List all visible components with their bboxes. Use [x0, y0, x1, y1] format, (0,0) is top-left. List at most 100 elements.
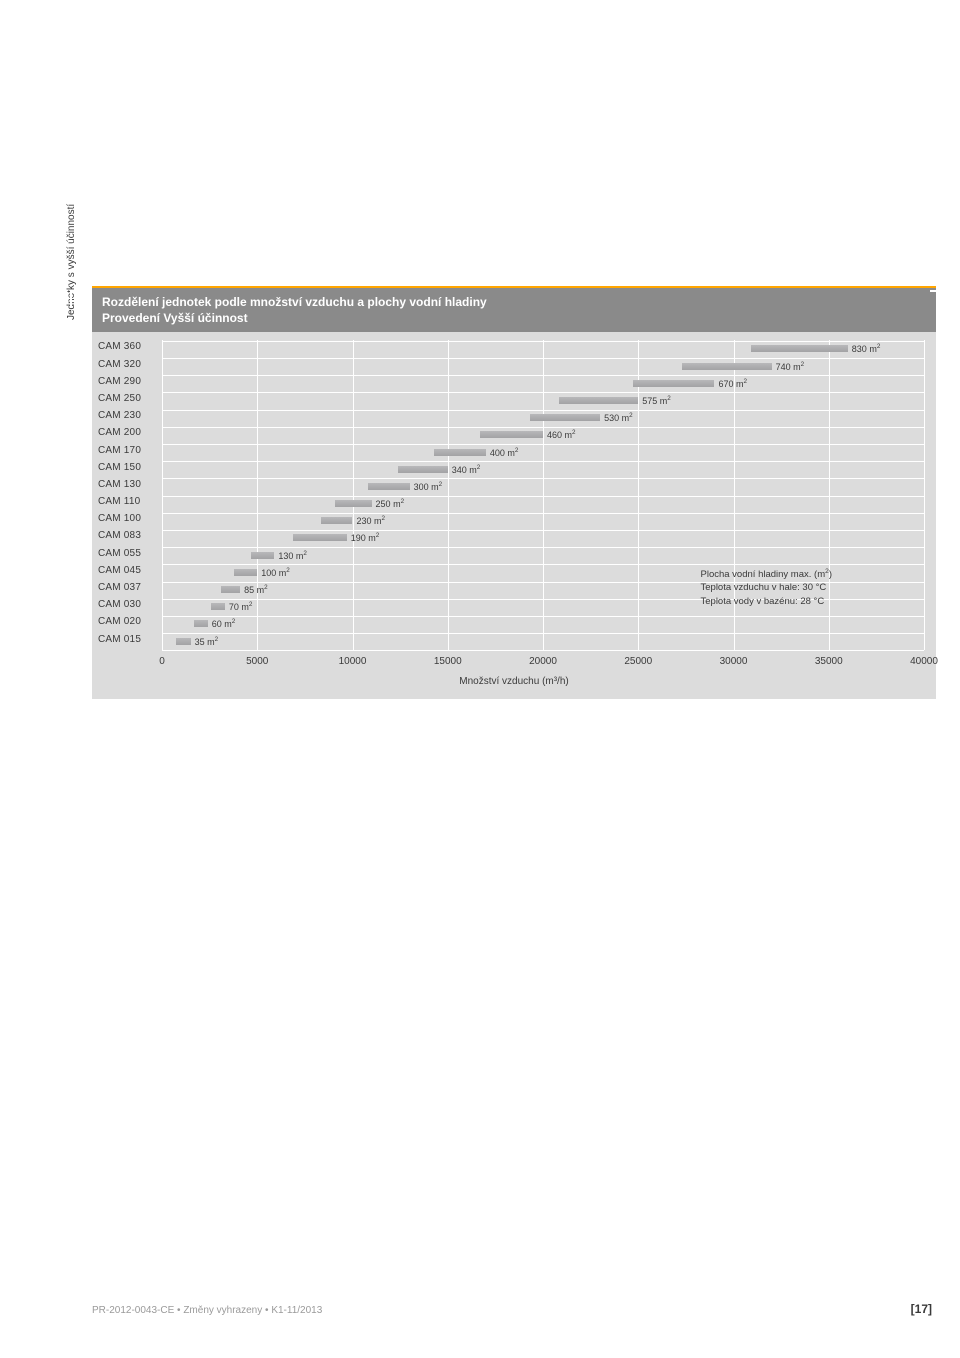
bar: [559, 397, 638, 404]
bar: [368, 483, 410, 490]
row-separator: [162, 410, 924, 411]
plot-area: CAM 360830 m2CAM 320740 m2CAM 290670 m2C…: [98, 340, 930, 676]
row-separator: [162, 341, 924, 342]
bar: [194, 620, 207, 627]
bar: [751, 345, 848, 352]
page: Jednotky s vyšší účinností Rozdělení jed…: [0, 0, 960, 1358]
bar-value-label: 530 m2: [604, 412, 633, 423]
bar-row: CAM 290670 m2: [162, 375, 924, 392]
bar-row: CAM 100230 m2: [162, 512, 924, 529]
bar-row: CAM 01535 m2: [162, 633, 924, 650]
bar: [335, 500, 371, 507]
legend: Plocha vodní hladiny max. (m2)Teplota vz…: [701, 567, 833, 608]
row-label: CAM 130: [98, 479, 158, 490]
row-label: CAM 290: [98, 376, 158, 387]
row-label: CAM 230: [98, 410, 158, 421]
bar-row: CAM 055130 m2: [162, 547, 924, 564]
row-label: CAM 150: [98, 462, 158, 473]
row-label: CAM 100: [98, 513, 158, 524]
xtick: 0: [159, 656, 165, 667]
bar: [176, 638, 190, 645]
row-separator: [162, 427, 924, 428]
bar-row: CAM 150340 m2: [162, 461, 924, 478]
row-separator: [162, 375, 924, 376]
chart-title-line2: Provedení Vyšší účinnost: [102, 310, 926, 326]
legend-line: Teplota vody v bazénu: 28 °C: [701, 595, 833, 608]
bar-value-label: 230 m2: [357, 515, 386, 526]
xtick: 15000: [434, 656, 462, 667]
bar-value-label: 460 m2: [547, 429, 576, 440]
bar: [530, 414, 600, 421]
row-label: CAM 020: [98, 616, 158, 627]
row-separator: [162, 478, 924, 479]
row-separator: [162, 392, 924, 393]
legend-line: Teplota vzduchu v hale: 30 °C: [701, 581, 833, 594]
bar-value-label: 60 m2: [212, 618, 236, 629]
bar-value-label: 300 m2: [414, 481, 443, 492]
bar: [434, 449, 485, 456]
row-label: CAM 055: [98, 548, 158, 559]
row-label: CAM 030: [98, 599, 158, 610]
bar: [221, 586, 240, 593]
corner-mark-bl: [70, 687, 86, 703]
bar-value-label: 400 m2: [490, 447, 519, 458]
bar-row: CAM 230530 m2: [162, 409, 924, 426]
row-separator: [162, 633, 924, 634]
row-separator: [162, 616, 924, 617]
xtick: 10000: [339, 656, 367, 667]
row-label: CAM 250: [98, 393, 158, 404]
row-separator: [162, 444, 924, 445]
xtick: 40000: [910, 656, 938, 667]
row-separator: [162, 496, 924, 497]
bar-row: CAM 360830 m2: [162, 340, 924, 357]
row-label: CAM 170: [98, 445, 158, 456]
row-separator: [162, 564, 924, 565]
row-label: CAM 015: [98, 634, 158, 645]
corner-mark-tr: [930, 290, 946, 306]
bar-row: CAM 130300 m2: [162, 478, 924, 495]
corner-mark-tl: [70, 290, 86, 306]
bars-container: CAM 360830 m2CAM 320740 m2CAM 290670 m2C…: [162, 340, 924, 650]
xtick: 25000: [624, 656, 652, 667]
gridline: [924, 340, 925, 650]
bar: [321, 517, 352, 524]
legend-line: Plocha vodní hladiny max. (m2): [701, 567, 833, 581]
bar-row: CAM 110250 m2: [162, 495, 924, 512]
x-axis-label: Množství vzduchu (m³/h): [98, 676, 930, 687]
bar-value-label: 575 m2: [642, 395, 671, 406]
bar: [633, 380, 715, 387]
row-separator: [162, 461, 924, 462]
bar-value-label: 670 m2: [718, 378, 747, 389]
bar-row: CAM 170400 m2: [162, 444, 924, 461]
bar-row: CAM 083190 m2: [162, 529, 924, 546]
bar-value-label: 190 m2: [351, 532, 380, 543]
bar-row: CAM 250575 m2: [162, 392, 924, 409]
bar: [293, 534, 346, 541]
bar-row: CAM 02060 m2: [162, 615, 924, 632]
footer: PR-2012-0043-CE • Změny vyhrazeny • K1-1…: [92, 1305, 322, 1316]
bar-value-label: 130 m2: [278, 550, 307, 561]
row-label: CAM 045: [98, 565, 158, 576]
page-number: [17]: [911, 1302, 932, 1316]
row-label: CAM 037: [98, 582, 158, 593]
xtick: 5000: [246, 656, 268, 667]
chart-panel: Rozdělení jednotek podle množství vzduch…: [92, 286, 936, 699]
bar-value-label: 35 m2: [195, 636, 219, 647]
chart-body: CAM 360830 m2CAM 320740 m2CAM 290670 m2C…: [92, 332, 936, 699]
row-label: CAM 360: [98, 341, 158, 352]
bar-value-label: 250 m2: [376, 498, 405, 509]
row-label: CAM 200: [98, 427, 158, 438]
xtick: 30000: [720, 656, 748, 667]
chart-title-line1: Rozdělení jednotek podle množství vzduch…: [102, 294, 926, 310]
row-separator: [162, 530, 924, 531]
bar: [251, 552, 274, 559]
chart-title: Rozdělení jednotek podle množství vzduch…: [92, 288, 936, 332]
bar: [480, 431, 543, 438]
row-label: CAM 320: [98, 359, 158, 370]
row-separator: [162, 547, 924, 548]
x-axis: 0500010000150002000025000300003500040000: [162, 650, 924, 676]
bar-row: CAM 320740 m2: [162, 358, 924, 375]
xtick: 20000: [529, 656, 557, 667]
row-separator: [162, 358, 924, 359]
footer-note: Změny vyhrazeny: [183, 1305, 262, 1316]
